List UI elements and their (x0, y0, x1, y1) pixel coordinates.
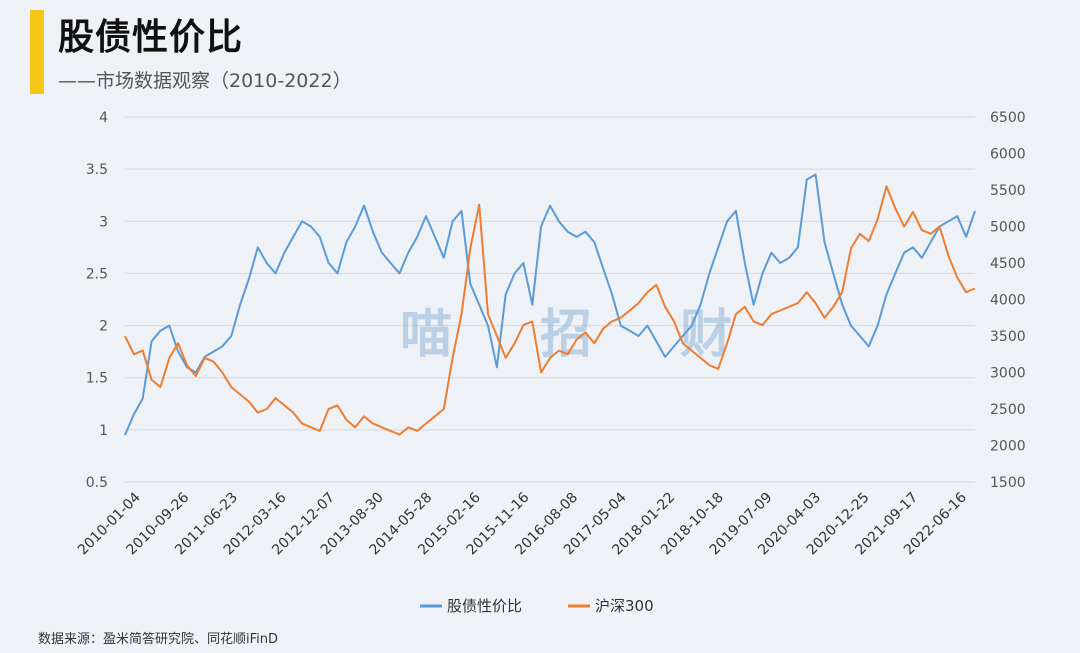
title-accent-bar (30, 10, 44, 94)
left-tick-label: 2 (99, 319, 108, 335)
watermark-char: 喵 (400, 305, 452, 365)
legend-label: 沪深300 (595, 597, 654, 615)
right-tick-label: 2500 (990, 402, 1026, 418)
page-subtitle: ——市场数据观察（2010-2022） (58, 70, 352, 92)
left-tick-label: 1 (99, 423, 108, 439)
watermark-char: 招 (540, 305, 592, 365)
chart-lines (124, 173, 976, 436)
chart-grid (125, 116, 975, 483)
right-tick-label: 4500 (990, 256, 1026, 272)
watermark-char: 财 (680, 305, 732, 365)
left-tick-label: 4 (99, 110, 108, 126)
left-tick-label: 1.5 (86, 371, 108, 387)
right-y-axis: 1500 2000 2500 3000 3500 4000 4500 5000 5500 6000… (990, 110, 1026, 491)
page-title: 股债性价比 (58, 17, 244, 58)
series-line-1 (124, 173, 976, 436)
right-tick-label: 1500 (990, 475, 1026, 491)
left-y-axis: 0.5 1 1.5 2 2.5 3 3.5 4 (86, 110, 108, 491)
series-line-2 (124, 185, 976, 436)
right-tick-label: 6500 (990, 110, 1026, 126)
right-tick-label: 5000 (990, 220, 1026, 236)
right-tick-label: 6000 (990, 147, 1026, 163)
right-tick-label: 3000 (990, 366, 1026, 382)
left-tick-label: 0.5 (86, 475, 108, 491)
right-tick-label: 2000 (990, 439, 1026, 455)
legend-label: 股债性价比 (447, 597, 522, 615)
watermark: 喵招财 (400, 305, 732, 365)
data-source-note: 数据来源：盈米简答研究院、同花顺iFinD (38, 632, 279, 647)
chart-legend: 股债性价比 沪深300 (420, 597, 654, 615)
right-tick-label: 4000 (990, 293, 1026, 309)
left-tick-label: 3.5 (86, 162, 108, 178)
left-tick-label: 2.5 (86, 266, 108, 282)
x-axis: 2010-01-042010-09-262011-06-232012-03-16… (75, 489, 970, 558)
right-tick-label: 3500 (990, 329, 1026, 345)
right-tick-label: 5500 (990, 183, 1026, 199)
left-tick-label: 3 (99, 214, 108, 230)
